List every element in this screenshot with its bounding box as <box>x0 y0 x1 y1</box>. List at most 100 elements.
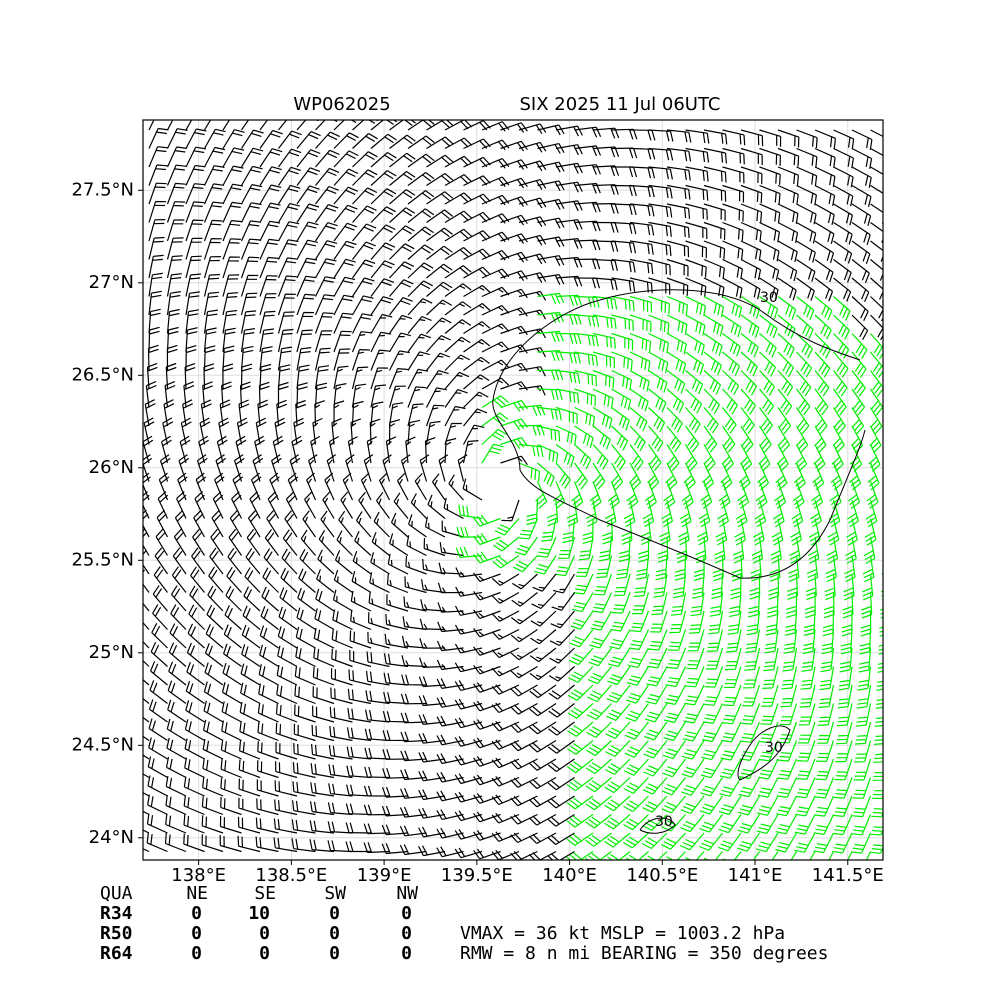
wind-barb <box>562 518 576 544</box>
wind-barb <box>463 321 491 335</box>
wind-barb <box>399 825 427 837</box>
wind-barb <box>437 602 464 613</box>
wind-barb <box>278 120 300 131</box>
wind-barb <box>514 536 538 556</box>
wind-barb <box>759 333 777 358</box>
wind-barb <box>148 146 168 168</box>
wind-barb <box>205 623 224 649</box>
wind-barb <box>481 428 508 445</box>
wind-barb <box>166 291 181 316</box>
wind-barb <box>537 198 565 210</box>
wind-barb <box>869 425 882 454</box>
wind-barb <box>739 444 753 472</box>
wind-barb <box>555 555 576 577</box>
wind-barb <box>833 277 852 302</box>
wind-barb <box>333 204 358 223</box>
wind-barb <box>685 370 704 395</box>
wind-barb <box>293 417 305 445</box>
wind-barb <box>308 454 318 482</box>
wind-barb <box>454 698 483 710</box>
wind-barb <box>833 388 847 416</box>
wind-barb <box>370 188 397 205</box>
wind-barb <box>389 189 416 205</box>
wind-barb <box>585 758 612 775</box>
wind-barb <box>209 547 224 575</box>
wind-barb <box>406 535 427 557</box>
wind-barb <box>648 221 672 237</box>
wind-barb <box>547 758 575 772</box>
wind-barb <box>653 573 668 598</box>
wind-barb <box>164 381 176 408</box>
wind-barb <box>199 417 211 445</box>
wind-barb <box>537 425 561 442</box>
wind-barb <box>333 330 352 353</box>
wind-barb <box>444 137 473 150</box>
wind-barb <box>643 740 668 759</box>
wind-barb <box>854 740 872 763</box>
wind-barb <box>633 573 650 598</box>
wind-barb <box>494 518 520 536</box>
wind-barb <box>462 424 485 445</box>
wind-barb <box>851 240 871 264</box>
wind-barb <box>314 294 335 316</box>
wind-barb <box>740 333 759 358</box>
wind-barb <box>402 616 427 631</box>
wind-barb <box>333 365 349 390</box>
wind-barb <box>719 777 742 797</box>
wind-barb <box>441 520 464 538</box>
wind-barb <box>368 612 390 631</box>
wind-barb <box>745 629 761 653</box>
wind-barb <box>843 573 855 601</box>
wind-barb <box>588 647 612 667</box>
wind-barb <box>426 317 452 334</box>
wind-barb <box>201 815 224 834</box>
wind-barb <box>334 550 353 575</box>
wind-barb <box>602 518 614 545</box>
wind-barb <box>384 633 409 649</box>
wind-barb <box>425 404 445 427</box>
wind-barb <box>607 481 620 509</box>
wind-barb <box>629 240 654 255</box>
wind-barb <box>370 242 396 260</box>
wind-barb <box>185 681 205 704</box>
wind-barb <box>758 758 779 780</box>
wind-barb <box>851 333 868 360</box>
wind-barb <box>426 172 454 187</box>
wind-barb <box>154 547 168 575</box>
wind-barb <box>685 351 705 375</box>
wind-barb <box>407 190 435 205</box>
wind-barb <box>789 536 801 564</box>
wind-barb <box>444 437 457 464</box>
wind-barb <box>314 276 336 297</box>
wind-barb <box>518 385 546 396</box>
plot-frame <box>142 119 884 861</box>
wind-barb <box>679 832 705 851</box>
wind-barb <box>407 226 434 242</box>
wind-barb <box>814 407 828 435</box>
wind-barb <box>407 208 435 223</box>
wind-barb <box>510 813 538 825</box>
wind-barb <box>610 462 624 491</box>
wind-barb <box>239 381 251 408</box>
wind-barb <box>666 203 691 219</box>
table-header: NE <box>186 883 208 904</box>
wind-barb <box>143 660 150 667</box>
wind-barb <box>591 592 613 614</box>
wind-barb <box>188 604 205 630</box>
wind-barb <box>555 314 582 325</box>
wind-barb <box>680 795 705 815</box>
wind-barb <box>333 222 358 242</box>
wind-barb <box>148 737 168 760</box>
wind-barb <box>833 333 850 359</box>
wind-barb <box>740 240 762 261</box>
wind-barb <box>777 296 797 320</box>
wind-barb <box>370 206 396 223</box>
wind-barb <box>294 685 316 705</box>
wind-barb <box>537 161 565 173</box>
wind-barb <box>567 721 594 737</box>
wind-barb <box>684 444 698 472</box>
wind-barb <box>211 509 224 538</box>
wind-barb <box>226 566 242 593</box>
wind-barb <box>582 518 594 544</box>
